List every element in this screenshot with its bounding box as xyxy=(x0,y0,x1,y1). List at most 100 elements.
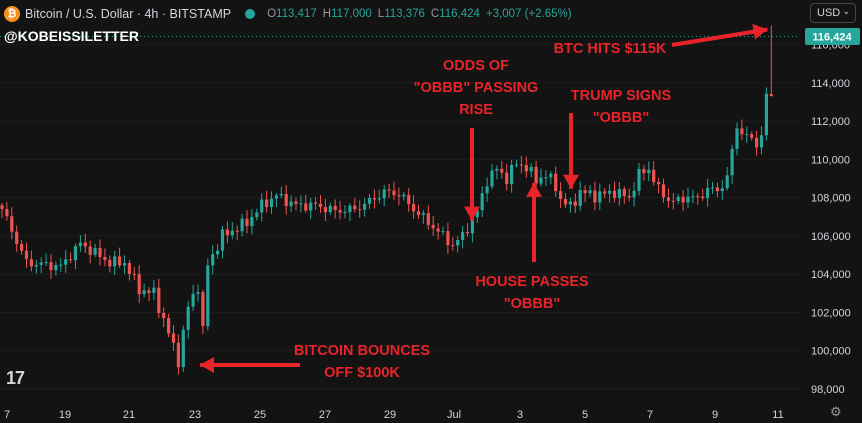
candle-body xyxy=(715,187,719,192)
candle-body xyxy=(34,264,38,267)
candle-body xyxy=(108,259,112,267)
candle-body xyxy=(490,170,494,187)
time-tick-label: 21 xyxy=(123,409,135,421)
candle-body xyxy=(29,259,33,267)
candle-body xyxy=(661,184,666,198)
arrow-odds-obbb-head xyxy=(464,206,480,221)
watermark-handle: @KOBEISSILETTER xyxy=(4,28,139,44)
close-value: 116,424 xyxy=(439,8,480,20)
candle-body xyxy=(544,177,548,179)
candle-body xyxy=(299,203,303,205)
candle-body xyxy=(372,198,376,200)
candle-body xyxy=(573,201,577,206)
bitcoin-logo-icon: ₿ xyxy=(4,6,20,22)
tradingview-logo-icon[interactable]: 17 xyxy=(6,368,25,388)
candle-body xyxy=(387,189,391,191)
candle-body xyxy=(676,196,680,201)
candle-body xyxy=(612,190,617,199)
price-tick-label: 100,000 xyxy=(811,346,851,358)
candle-body xyxy=(152,287,156,293)
candle-body xyxy=(171,333,176,343)
high-value: 117,000 xyxy=(331,8,372,20)
candle-body xyxy=(436,228,440,232)
candle-body xyxy=(431,224,435,229)
candle-body xyxy=(363,203,367,210)
candle-body xyxy=(534,166,538,184)
candle-body xyxy=(230,230,234,236)
candle-body xyxy=(93,247,97,255)
candle-body xyxy=(407,194,411,205)
candle-body xyxy=(588,190,592,194)
candle-body xyxy=(206,265,210,327)
last-price-label: 116,424 xyxy=(812,31,852,43)
price-axis[interactable]: 98,000 100,000 102,000 104,000 106,000 108,00… xyxy=(811,40,851,396)
price-tick-label: 114,000 xyxy=(811,78,850,90)
candle-body xyxy=(20,243,24,251)
time-tick-label: 3 xyxy=(517,409,523,421)
candle-body xyxy=(103,256,107,260)
price-tick-label: 108,000 xyxy=(811,193,851,205)
candle-body xyxy=(98,247,102,257)
candle-body xyxy=(88,246,92,255)
high-label: H xyxy=(322,8,332,20)
candle-body xyxy=(706,187,710,199)
candle-body xyxy=(39,262,43,265)
candle-body xyxy=(64,259,68,265)
candle-body xyxy=(402,194,406,197)
change-value: +3,007 (+2.65%) xyxy=(485,8,572,20)
time-tick-label: 29 xyxy=(384,409,396,421)
candle-body xyxy=(647,169,651,174)
candle-body xyxy=(559,191,563,199)
time-tick-label: 9 xyxy=(712,409,718,421)
candle-body xyxy=(730,148,734,176)
gear-icon[interactable]: ⚙ xyxy=(830,404,842,419)
candle-body xyxy=(338,210,342,213)
candle-body xyxy=(710,187,715,189)
candle-body xyxy=(652,169,656,183)
candle-body xyxy=(235,230,239,232)
candle-body xyxy=(83,242,87,247)
time-tick-label: 7 xyxy=(4,409,10,421)
candle-body xyxy=(769,94,773,97)
annotation-odds-obbb: "OBBB" PASSING xyxy=(414,80,539,96)
candle-body xyxy=(608,190,612,194)
last-price-tag: 116,424 xyxy=(805,27,860,45)
candle-body xyxy=(412,204,416,212)
close-label: C xyxy=(430,8,440,20)
time-axis[interactable]: 7 19 21 23 25 27 29 Jul 3 5 7 9 11 xyxy=(4,409,784,421)
candle-body xyxy=(191,293,195,307)
candle-body xyxy=(701,196,705,199)
candle-body xyxy=(78,242,82,247)
candle-body xyxy=(245,218,249,227)
annotations: BTC HITS $115K ODDS OF "OBBB" PASSING RISE T… xyxy=(200,23,768,381)
arrow-house-passes-head xyxy=(526,182,542,197)
candle-body xyxy=(382,189,386,199)
candle-body xyxy=(10,216,14,232)
candle-body xyxy=(122,263,127,266)
candle-body xyxy=(289,201,293,206)
candle-body xyxy=(632,190,636,198)
candle-body xyxy=(416,211,421,215)
candle-body xyxy=(69,259,73,261)
annotation-trump-signs: TRUMP SIGNS xyxy=(571,88,672,104)
currency-select[interactable]: USD ⌄ xyxy=(810,3,856,23)
low-label: L xyxy=(377,8,385,20)
candle-body xyxy=(318,203,323,208)
candle-body xyxy=(554,173,558,192)
candle-body xyxy=(764,93,768,136)
symbol-title[interactable]: Bitcoin / U.S. Dollar · 4h · BITSTAMP xyxy=(25,7,232,21)
candle-body xyxy=(539,177,543,184)
price-tick-label: 112,000 xyxy=(811,116,850,128)
candle-body xyxy=(657,182,661,185)
candle-body xyxy=(15,231,19,244)
candle-body xyxy=(480,193,484,211)
candle-body xyxy=(132,273,136,275)
candle-body xyxy=(426,213,430,225)
candle-body xyxy=(691,196,695,198)
candle-body xyxy=(500,168,504,173)
candle-body xyxy=(397,195,401,197)
time-tick-label: Jul xyxy=(447,409,461,421)
time-tick-label: 7 xyxy=(647,409,653,421)
candle-body xyxy=(118,256,122,266)
